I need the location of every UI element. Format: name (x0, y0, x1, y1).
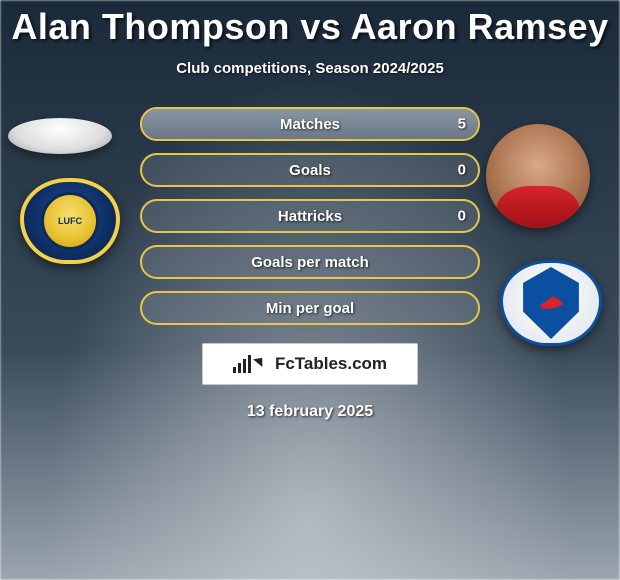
fctables-watermark: FcTables.com (202, 343, 418, 385)
stat-right-value: 0 (458, 208, 466, 225)
stat-row-goals: Goals 0 (140, 153, 480, 187)
bluebird-icon (537, 292, 565, 314)
page-title: Alan Thompson vs Aaron Ramsey (0, 6, 620, 48)
stat-label: Hattricks (278, 208, 342, 225)
stats-list: Matches 5 Goals 0 Hattricks 0 Goals per … (140, 107, 480, 325)
stat-label: Goals per match (251, 254, 369, 271)
subtitle: Club competitions, Season 2024/2025 (0, 60, 620, 77)
stat-label: Min per goal (266, 300, 354, 317)
club-crest-icon (520, 267, 582, 339)
player1-name: Alan Thompson (11, 6, 290, 47)
vs-label: vs (300, 6, 341, 47)
club-crest-icon: LUFC (41, 192, 99, 250)
stat-right-value: 0 (458, 162, 466, 179)
player1-portrait-placeholder (8, 118, 112, 154)
player2-name: Aaron Ramsey (351, 6, 609, 47)
arrow-icon (253, 353, 267, 366)
stat-label: Goals (289, 162, 331, 179)
leeds-united-badge: LUFC (20, 178, 120, 264)
cardiff-city-badge (500, 260, 602, 346)
stat-row-goals-per-match: Goals per match (140, 245, 480, 279)
watermark-text: FcTables.com (275, 354, 387, 374)
stat-row-matches: Matches 5 (140, 107, 480, 141)
stat-label: Matches (280, 116, 340, 133)
date-label: 13 february 2025 (0, 403, 620, 421)
stat-row-hattricks: Hattricks 0 (140, 199, 480, 233)
bars-icon (233, 355, 251, 373)
stat-row-min-per-goal: Min per goal (140, 291, 480, 325)
comparison-card: Alan Thompson vs Aaron Ramsey Club compe… (0, 0, 620, 580)
stat-right-value: 5 (458, 116, 466, 133)
player2-portrait (486, 124, 590, 228)
